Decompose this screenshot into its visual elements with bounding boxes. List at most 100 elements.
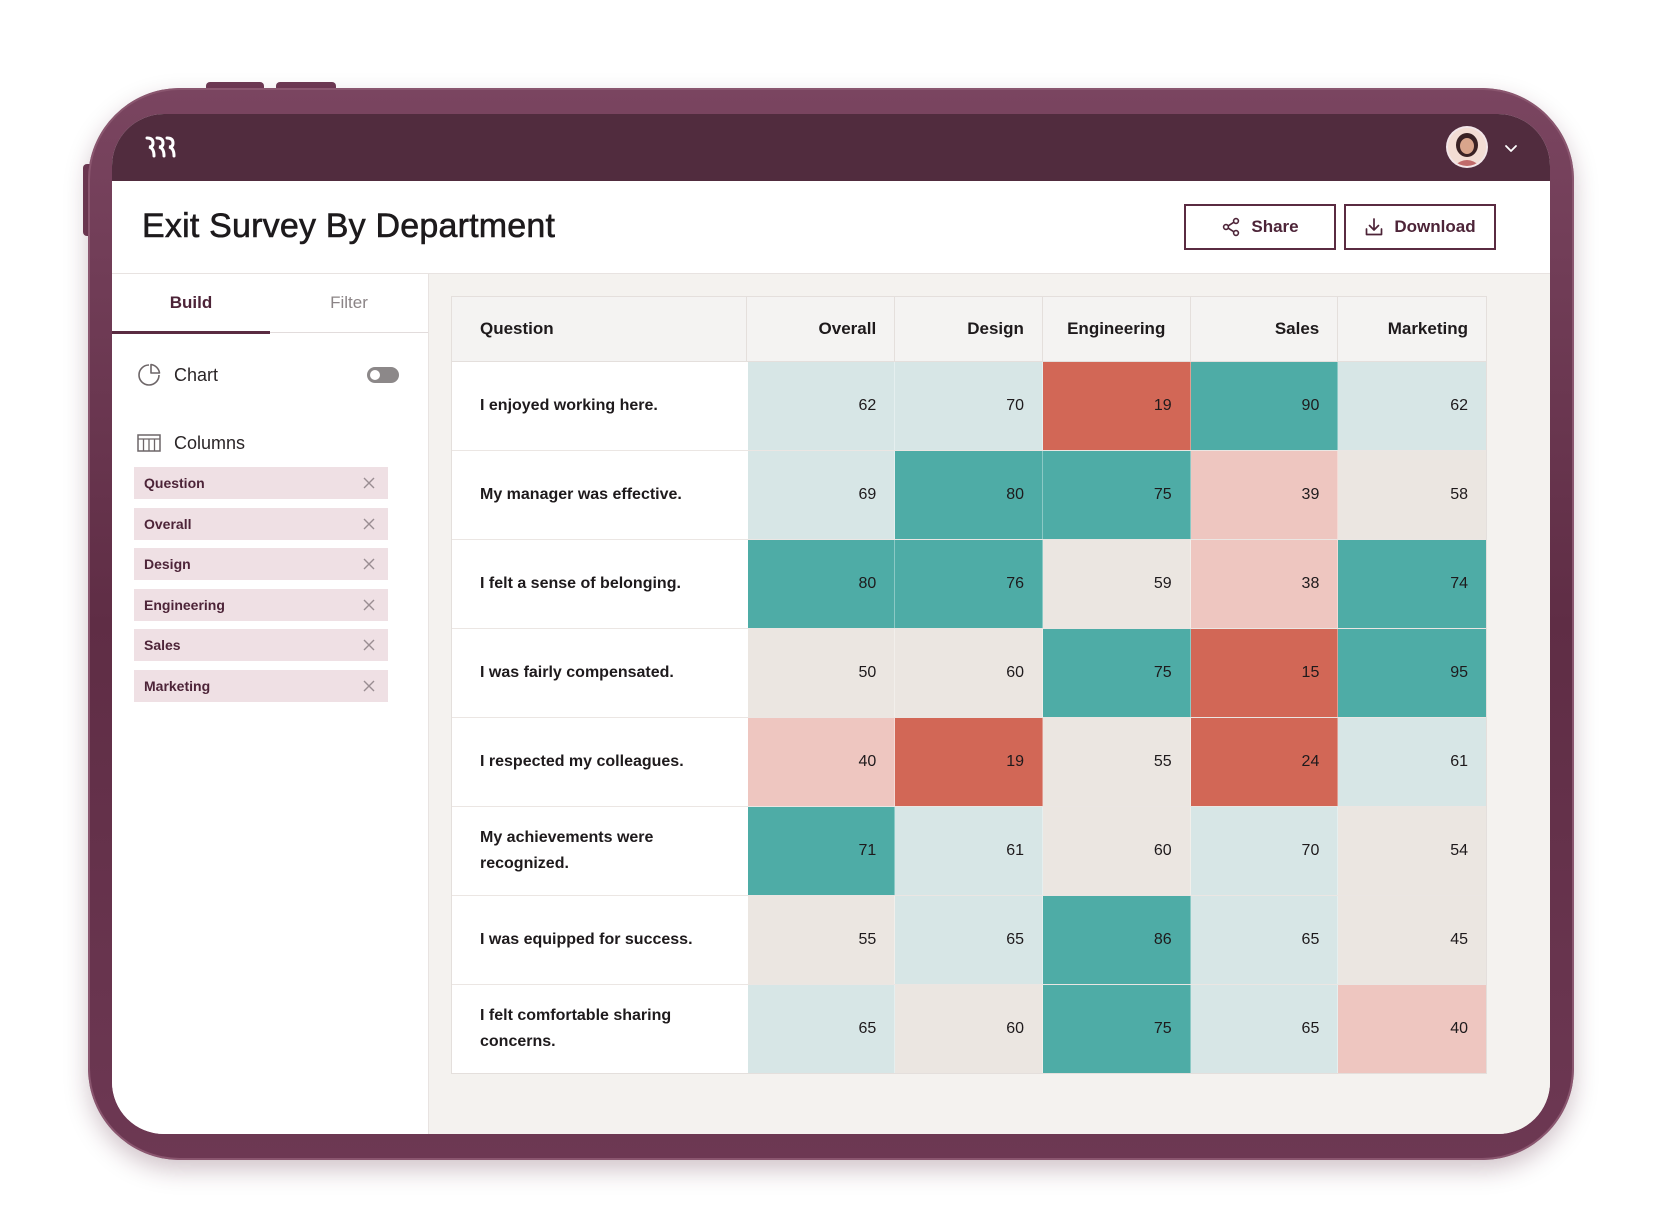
brand-logo-icon[interactable]: [144, 134, 178, 160]
device-volume-button: [206, 82, 264, 90]
score-cell: 24: [1190, 718, 1339, 806]
question-cell: My achievements were recognized.: [452, 807, 748, 895]
column-header-question[interactable]: Question: [452, 297, 748, 361]
download-icon: [1366, 218, 1383, 236]
score-cell: 58: [1338, 451, 1486, 539]
score-cell: 45: [1338, 896, 1486, 984]
table-row: I was equipped for success. 55 65 86 65 45: [452, 896, 1486, 985]
column-header-overall[interactable]: Overall: [747, 297, 896, 361]
score-cell: 54: [1338, 807, 1486, 895]
user-avatar-icon[interactable]: [1448, 128, 1486, 166]
chart-option: Chart: [136, 362, 218, 388]
score-cell: 65: [1190, 985, 1339, 1073]
question-cell: I was fairly compensated.: [452, 629, 748, 717]
score-cell: 55: [747, 896, 896, 984]
score-cell: 60: [895, 985, 1043, 1073]
score-cell: 40: [1338, 985, 1486, 1073]
page-title: Exit Survey By Department: [142, 207, 556, 246]
score-cell: 60: [895, 629, 1043, 717]
score-cell: 39: [1190, 451, 1339, 539]
column-chip-label: Sales: [144, 637, 181, 653]
column-chip-engineering: Engineering: [134, 588, 388, 621]
score-cell: 95: [1338, 629, 1486, 717]
share-icon: [1223, 217, 1240, 237]
column-chip-overall: Overall: [134, 507, 388, 540]
score-cell: 59: [1043, 540, 1191, 628]
column-chip-label: Engineering: [144, 596, 225, 613]
column-header-marketing[interactable]: Marketing: [1387, 319, 1468, 338]
score-cell: 50: [747, 629, 896, 717]
score-cell: 74: [1338, 540, 1486, 628]
column-chip-label: Question: [144, 475, 205, 491]
score-cell: 69: [747, 451, 896, 539]
column-chip-label: Design: [144, 556, 191, 572]
remove-column-icon[interactable]: [362, 557, 376, 571]
score-cell: 75: [1043, 985, 1191, 1073]
column-header-engineering[interactable]: Engineering: [1043, 297, 1191, 361]
page-header: Exit Survey By Department Share Download: [112, 181, 1550, 274]
column-header-design[interactable]: Design: [895, 297, 1043, 361]
column-chip-question: Question: [134, 467, 388, 499]
score-cell: 65: [747, 985, 896, 1073]
score-cell: 70: [1190, 807, 1339, 895]
score-cell: 62: [1338, 362, 1486, 450]
score-cell: 55: [1043, 718, 1191, 806]
columns-icon: [137, 434, 161, 452]
column-chip-label: Marketing: [144, 677, 211, 694]
chart-label: Chart: [174, 364, 219, 385]
table-row: I enjoyed working here. 62 70 19 90 62: [452, 362, 1486, 451]
remove-column-icon[interactable]: [362, 679, 376, 693]
table-row: I respected my colleagues. 40 19 55 24 61: [452, 718, 1486, 807]
column-chip-label: Overall: [144, 515, 192, 532]
remove-column-icon[interactable]: [362, 476, 376, 490]
table-row: I felt a sense of belonging. 80 76 59 38 74: [452, 540, 1486, 629]
column-chip-marketing: Marketing: [134, 669, 388, 702]
columns-label: Columns: [174, 432, 246, 453]
question-cell: I felt comfortable sharing concerns.: [452, 985, 748, 1073]
share-button[interactable]: Share: [1184, 204, 1336, 250]
score-cell: 19: [895, 718, 1043, 806]
score-cell: 65: [1190, 896, 1339, 984]
table-row: My achievements were recognized. 71 61 60 70…: [452, 807, 1486, 896]
score-cell: 80: [747, 540, 896, 628]
score-cell: 38: [1190, 540, 1339, 628]
table-header-row: Question Overall Design Engineering Sales Mar…: [452, 297, 1486, 362]
score-cell: 75: [1043, 629, 1191, 717]
chevron-down-icon[interactable]: [1504, 141, 1518, 155]
top-app-bar: [112, 114, 1550, 181]
pie-chart-icon: [138, 363, 161, 386]
download-button[interactable]: Download: [1344, 204, 1496, 250]
app-screen: Exit Survey By Department Share Download…: [112, 114, 1550, 1134]
builder-sidebar: Build Filter Chart Columns Question Overa…: [112, 274, 429, 1134]
tab-build[interactable]: Build: [112, 274, 270, 334]
device-power-button: [83, 164, 91, 236]
remove-column-icon[interactable]: [362, 517, 376, 531]
column-chip-sales: Sales: [134, 629, 388, 661]
question-cell: I respected my colleagues.: [452, 718, 748, 806]
question-cell: I was equipped for success.: [452, 896, 748, 984]
download-label: Download: [1394, 217, 1476, 236]
chart-toggle[interactable]: [367, 367, 399, 383]
column-header-sales[interactable]: Sales: [1191, 297, 1339, 361]
score-cell: 15: [1190, 629, 1339, 717]
score-cell: 80: [895, 451, 1043, 539]
score-cell: 65: [895, 896, 1043, 984]
remove-column-icon[interactable]: [362, 638, 376, 652]
score-cell: 90: [1190, 362, 1339, 450]
columns-section: Columns: [136, 430, 245, 456]
question-cell: I felt a sense of belonging.: [452, 540, 748, 628]
question-cell: My manager was effective.: [452, 451, 748, 539]
score-cell: 86: [1043, 896, 1191, 984]
score-cell: 40: [747, 718, 896, 806]
share-label: Share: [1251, 217, 1299, 236]
column-chip-design: Design: [134, 548, 388, 580]
score-cell: 19: [1043, 362, 1191, 450]
score-cell: 60: [1043, 807, 1191, 895]
score-cell: 61: [895, 807, 1043, 895]
score-cell: 70: [895, 362, 1043, 450]
remove-column-icon[interactable]: [362, 598, 376, 612]
score-cell: 71: [747, 807, 896, 895]
tab-filter[interactable]: Filter: [330, 293, 368, 312]
score-cell: 76: [895, 540, 1043, 628]
question-cell: I enjoyed working here.: [452, 362, 748, 450]
